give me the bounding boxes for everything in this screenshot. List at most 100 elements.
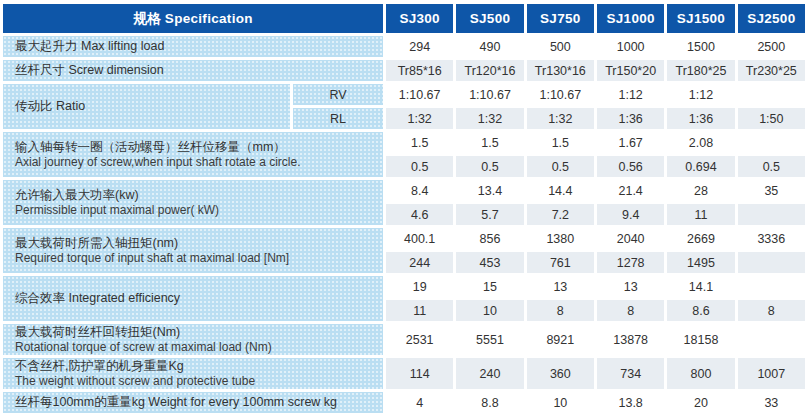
value-cell: Tr120*16 — [456, 60, 523, 81]
value-cell: 2669 — [667, 228, 734, 249]
row-label-zh: 允许输入最大功率(kw) — [15, 188, 383, 203]
value-cell — [738, 252, 805, 273]
value-cell: Tr150*20 — [597, 60, 664, 81]
value-cell: 8.6 — [667, 300, 734, 321]
value-cell: 1278 — [597, 252, 664, 273]
value-cell: 1:10.67 — [456, 84, 523, 105]
value-cell: 2.08 — [667, 132, 734, 153]
column-header-sj1000: SJ1000 — [597, 4, 664, 33]
value-cell: 2500 — [738, 36, 805, 57]
value-cell: 1:12 — [667, 84, 734, 105]
value-cell: 35 — [738, 180, 805, 201]
value-cell: 1:32 — [456, 108, 523, 129]
value-cell — [738, 204, 805, 225]
value-cell: 1380 — [527, 228, 594, 249]
row-label-integrated-efficiency: 综合效率 Integrated efficiency — [3, 276, 383, 321]
column-header-sj500: SJ500 — [456, 4, 523, 33]
value-cell — [738, 132, 805, 153]
value-cell: 240 — [456, 358, 523, 389]
row-label-weight-without-screw: 不含丝杆,防护罩的机身重量KgThe weight without screw … — [3, 358, 383, 389]
row-label-ratio: 传动比 Ratio — [3, 84, 290, 129]
row-label-required-input-torque: 最大载荷时所需入轴扭矩(nm)Required torque of input … — [3, 228, 383, 273]
value-cell: 1:36 — [597, 108, 664, 129]
row-label-en: Rotational torque of screw at maximal lo… — [15, 340, 383, 355]
value-cell: 1:32 — [386, 108, 453, 129]
row-label-zh: 最大载荷时所需入轴扭矩(nm) — [15, 236, 383, 251]
value-cell: 14.1 — [667, 276, 734, 297]
row-label-max-lifting-load: 最大起升力 Max lifting load — [3, 36, 383, 57]
value-cell: 13 — [527, 276, 594, 297]
value-cell: 8 — [597, 300, 664, 321]
value-cell — [738, 276, 805, 297]
value-cell: 1495 — [667, 252, 734, 273]
row-label-screw-dimension: 丝杆尺寸 Screw dimension — [3, 60, 383, 81]
value-cell: 10 — [456, 300, 523, 321]
value-cell: 8.4 — [386, 180, 453, 201]
row-label-text: 传动比 Ratio — [15, 99, 290, 114]
ratio-key-rv: RV — [293, 84, 383, 105]
value-cell: 4.6 — [386, 204, 453, 225]
value-cell: 11 — [667, 204, 734, 225]
value-cell: 453 — [456, 252, 523, 273]
specification-page: 规格 Specification SJ300SJ500SJ750SJ1000SJ… — [0, 0, 808, 413]
value-cell: 0.5 — [527, 156, 594, 177]
value-cell: 13.4 — [456, 180, 523, 201]
row-label-text: 最大起升力 Max lifting load — [15, 39, 383, 54]
value-cell: Tr180*25 — [667, 60, 734, 81]
row-label-en: Required torque of input shaft at maxima… — [15, 251, 383, 266]
specification-table: 规格 Specification SJ300SJ500SJ750SJ1000SJ… — [3, 4, 805, 413]
value-cell: 114 — [386, 358, 453, 389]
value-cell: 1.5 — [386, 132, 453, 153]
value-cell: 10 — [527, 392, 594, 413]
spec-header-cell: 规格 Specification — [3, 4, 383, 33]
row-label-zh: 不含丝杆,防护罩的机身重量Kg — [15, 359, 383, 374]
value-cell: 734 — [597, 358, 664, 389]
row-label-permissible-input-power: 允许输入最大功率(kw)Permissible input maximal po… — [3, 180, 383, 225]
value-cell: 400.1 — [386, 228, 453, 249]
value-cell: 1.67 — [597, 132, 664, 153]
row-label-en: The weight without screw and protective … — [15, 374, 383, 389]
value-cell: 856 — [456, 228, 523, 249]
column-header-sj750: SJ750 — [527, 4, 594, 33]
value-cell: 1:10.67 — [527, 84, 594, 105]
value-cell: 33 — [738, 392, 805, 413]
value-cell: 0.5 — [738, 156, 805, 177]
value-cell: Tr130*16 — [527, 60, 594, 81]
row-label-en: Permissible input maximal power( kW) — [15, 203, 383, 218]
value-cell: 761 — [527, 252, 594, 273]
value-cell: 8.8 — [456, 392, 523, 413]
value-cell: 1:50 — [738, 108, 805, 129]
value-cell: 1.5 — [456, 132, 523, 153]
value-cell: 2531 — [386, 324, 453, 355]
value-cell: 13878 — [597, 324, 664, 355]
value-cell: 21.4 — [597, 180, 664, 201]
row-label-text: 丝杆尺寸 Screw dimension — [15, 63, 383, 78]
value-cell: Tr230*25 — [738, 60, 805, 81]
column-header-sj300: SJ300 — [386, 4, 453, 33]
value-cell — [738, 84, 805, 105]
row-label-text: 综合效率 Integrated efficiency — [15, 291, 383, 306]
value-cell: 5.7 — [456, 204, 523, 225]
value-cell: 28 — [667, 180, 734, 201]
value-cell: 18158 — [667, 324, 734, 355]
value-cell: 7.2 — [527, 204, 594, 225]
value-cell: 20 — [667, 392, 734, 413]
value-cell: 1:10.67 — [386, 84, 453, 105]
value-cell: 800 — [667, 358, 734, 389]
value-cell: 1000 — [597, 36, 664, 57]
value-cell: 244 — [386, 252, 453, 273]
value-cell: Tr85*16 — [386, 60, 453, 81]
value-cell: 1.5 — [527, 132, 594, 153]
value-cell: 0.56 — [597, 156, 664, 177]
value-cell: 14.4 — [527, 180, 594, 201]
value-cell: 1:12 — [597, 84, 664, 105]
row-label-rotational-torque-screw: 最大载荷时丝杆回转扭矩(Nm)Rotational torque of scre… — [3, 324, 383, 355]
value-cell: 0.5 — [386, 156, 453, 177]
value-cell: 1:32 — [527, 108, 594, 129]
value-cell: 500 — [527, 36, 594, 57]
value-cell: 8921 — [527, 324, 594, 355]
row-label-axial-journey: 输入轴每转一圈（活动螺母）丝杆位移量（mm）Axial journey of s… — [3, 132, 383, 177]
value-cell: 8 — [738, 300, 805, 321]
row-label-zh: 最大载荷时丝杆回转扭矩(Nm) — [15, 325, 383, 340]
value-cell: 4 — [386, 392, 453, 413]
